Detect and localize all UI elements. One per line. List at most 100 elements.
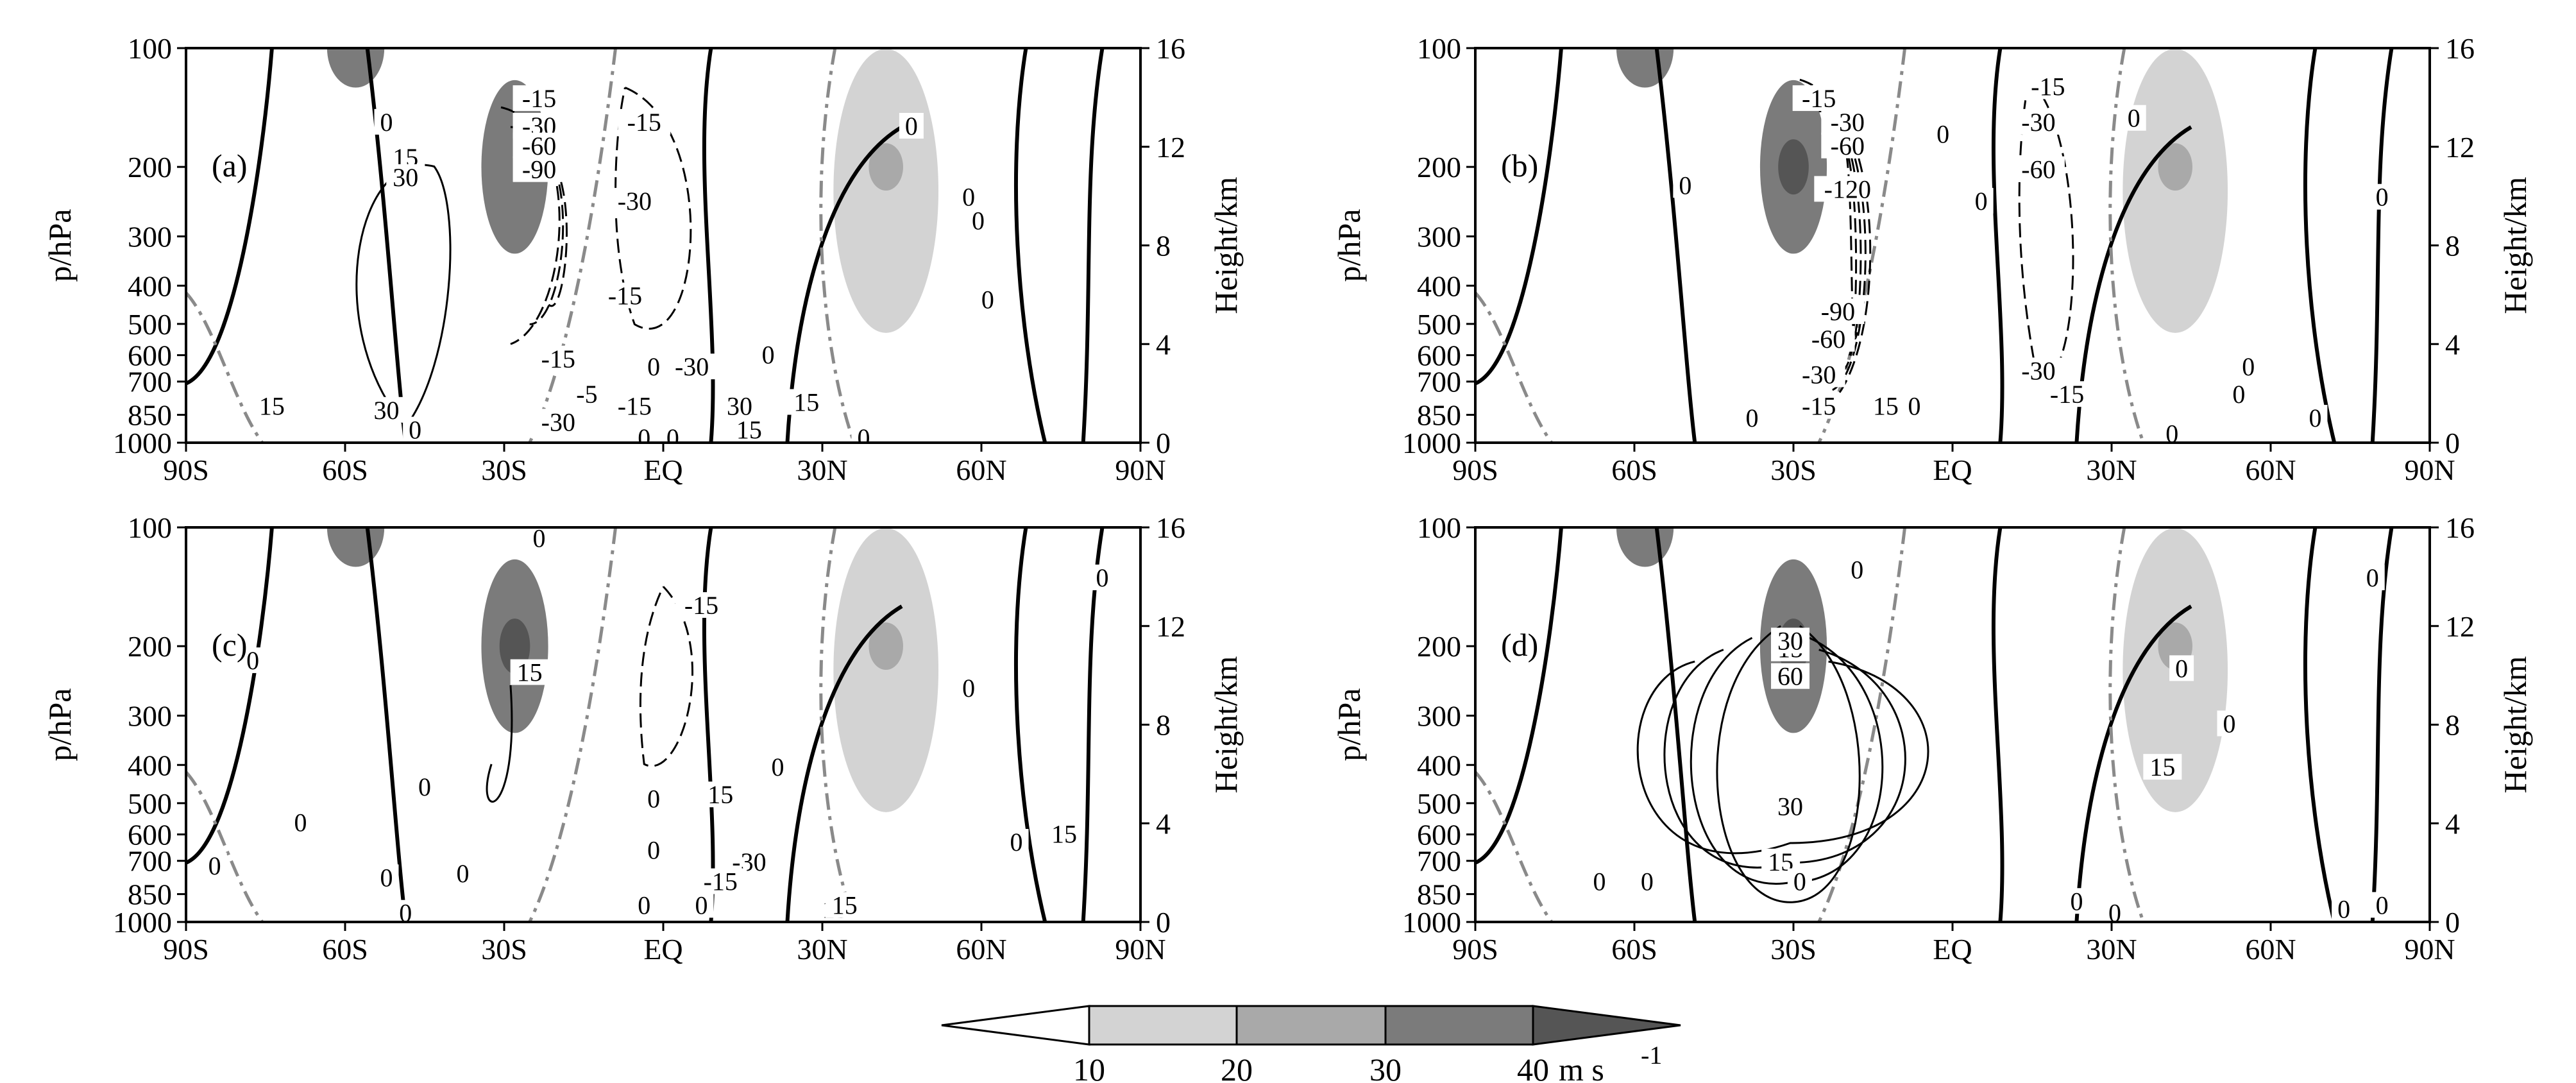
contour-label: 0 [2108, 899, 2121, 928]
y-tick-label: 500 [128, 308, 172, 341]
zero-contour [1654, 48, 1697, 443]
x-tick-label: 90N [1115, 454, 1165, 486]
x-tick-label: EQ [1933, 933, 1972, 966]
x-tick-label: 30S [1770, 933, 1817, 966]
contour-label-bg [1811, 298, 1865, 325]
contour-label-bg [2226, 381, 2251, 407]
y-tick-label: 100 [1417, 511, 1461, 544]
contour-label-bg [765, 754, 790, 780]
contour-label-bg [641, 785, 666, 812]
contour-label: 0 [2232, 380, 2245, 409]
contour-label: -30 [2021, 108, 2055, 137]
contour-label: 0 [1593, 867, 1606, 896]
contour-label: 0 [2337, 895, 2350, 924]
contour-label: -15 [608, 281, 642, 310]
y-tick-label: 700 [1417, 366, 1461, 398]
contour-label: 0 [1641, 867, 1654, 896]
y2-axis-title: Height/km [1208, 656, 1244, 793]
contour-label: 0 [1096, 563, 1108, 592]
contour-label: 0 [380, 108, 393, 137]
x-tick-label: 30N [2086, 454, 2137, 486]
contour-label-bg [2012, 357, 2065, 384]
contour-label-bg [1845, 556, 1870, 583]
y2-tick-label: 0 [2445, 427, 2460, 459]
colorbar-unit-exponent: -1 [1641, 1041, 1662, 1070]
colorbar-unit: m s [1559, 1052, 1604, 1083]
shade-10-20 [2123, 49, 2228, 333]
contour-label: 0 [666, 423, 679, 452]
contour-label-bg [1802, 326, 1855, 352]
positive-contour [486, 685, 513, 803]
x-tick-label: 90N [2404, 933, 2455, 966]
x-tick-label: 90N [2404, 454, 2455, 486]
colorbar-tick-label: 20 [1221, 1052, 1253, 1083]
zero-contour [1475, 527, 1563, 865]
panel-b: -15-30-60-120-90-60-30-15 15-15-30-60-30-… [1331, 32, 2533, 486]
contour-label-bg [975, 286, 1000, 312]
contour-label-bg [2143, 754, 2182, 780]
contour-label: 0 [2242, 352, 2255, 381]
contour-label: 0 [1679, 171, 1691, 200]
x-tick-label: 90S [1452, 454, 1498, 486]
x-tick-label: 90N [1115, 933, 1165, 966]
contour-label-bg [720, 393, 759, 419]
contour-label: 0 [1793, 867, 1806, 896]
dashdot-contour [1817, 527, 1907, 922]
contour-label-bg [608, 393, 661, 419]
contour-label-bg [510, 659, 549, 685]
contour-label: 0 [905, 112, 918, 141]
plot-frame [185, 47, 1142, 444]
contour-label: 30 [393, 163, 418, 192]
dashdot-contour [1475, 771, 1554, 922]
y-axis-title: p/hPa [1331, 209, 1367, 282]
x-tick-label: 90S [163, 454, 209, 486]
zero-contour [2370, 527, 2394, 922]
panel-label: (d) [1501, 627, 1538, 663]
y2-tick-label: 16 [2445, 32, 2475, 65]
y2-tick-label: 0 [1156, 427, 1171, 459]
contour-label-bg [393, 900, 418, 922]
zero-contour [2074, 125, 2192, 443]
y2-tick-label: 8 [2445, 709, 2460, 742]
y-tick-label: 200 [128, 151, 172, 183]
contour-label: -15 [684, 591, 718, 620]
contour-label: 0 [1746, 404, 1759, 432]
zero-contour [2370, 48, 2394, 443]
y-tick-label: 850 [1417, 399, 1461, 432]
contour-label-bg [1771, 663, 1810, 689]
contour-label-bg [899, 113, 924, 139]
x-tick-label: 90S [1452, 933, 1498, 966]
y2-tick-label: 12 [2445, 610, 2475, 643]
y-tick-label: 600 [1417, 819, 1461, 851]
x-tick-label: EQ [643, 933, 682, 966]
contour-label-bg [2040, 381, 2094, 407]
contour-label: 0 [962, 674, 975, 703]
contour-label-bg [241, 647, 266, 674]
contour-label-bg [1787, 868, 1812, 894]
contour-label-bg [2021, 73, 2074, 99]
contour-label: -60 [522, 132, 556, 160]
plot-area: 01530603015000150000000 [1475, 527, 2394, 928]
x-tick-label: 60S [322, 454, 368, 486]
contour-label: 60 [1777, 662, 1803, 691]
contour-label-bg [665, 354, 718, 380]
contour-label: 30 [1777, 626, 1803, 655]
contour-label: 0 [647, 784, 660, 813]
contour-label: -15 [522, 84, 556, 113]
dashdot-contour [528, 527, 618, 922]
contour-label: 30 [727, 392, 752, 421]
dashdot-contour [819, 48, 856, 443]
panel-label: (a) [212, 148, 248, 183]
contour-label-bg [1792, 361, 1845, 388]
contour-label: 15 [1873, 392, 1899, 421]
y2-tick-label: 16 [2445, 511, 2475, 544]
contour-label-bg [1587, 868, 1612, 894]
contour-label-bg [2012, 156, 2065, 182]
contour-label-bg [513, 132, 566, 158]
y-tick-label: 700 [128, 366, 172, 398]
contour-label-bg [1821, 108, 1874, 135]
dashdot-contour [186, 771, 264, 922]
contour-label-bg [966, 207, 991, 234]
y-tick-label: 1000 [1402, 906, 1461, 939]
